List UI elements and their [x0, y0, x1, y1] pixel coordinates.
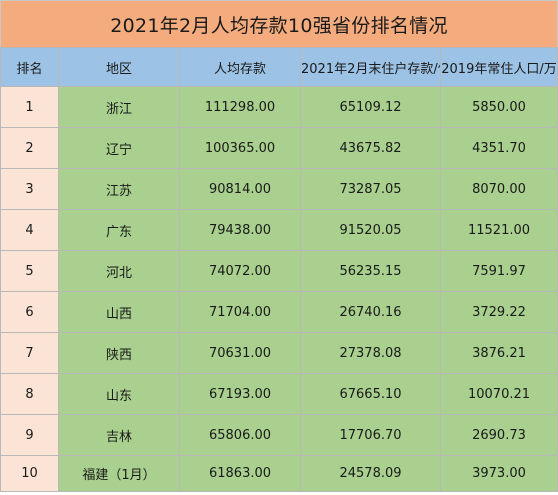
region-cell: 辽宁: [58, 127, 180, 169]
table-title: 2021年2月人均存款10强省份排名情况: [0, 0, 558, 47]
table-row: 7 陕西 70631.00 27378.08 3876.21: [0, 332, 558, 374]
per-capita-cell: 67193.00: [179, 373, 301, 415]
deposits-cell: 65109.12: [300, 86, 441, 128]
ranking-table: 排名 地区 人均存款 2021年2月末住户存款/亿元 2019年常住人口/万 1…: [0, 47, 558, 492]
population-cell: 5850.00: [440, 86, 558, 128]
population-cell: 10070.21: [440, 373, 558, 415]
table-row: 9 吉林 65806.00 17706.70 2690.73: [0, 414, 558, 456]
population-cell: 7591.97: [440, 250, 558, 292]
table-row: 1 浙江 111298.00 65109.12 5850.00: [0, 86, 558, 128]
rank-cell: 2: [0, 127, 59, 169]
deposits-cell: 91520.05: [300, 209, 441, 251]
population-cell: 3729.22: [440, 291, 558, 333]
region-cell: 陕西: [58, 332, 180, 374]
rank-cell: 9: [0, 414, 59, 456]
col-header-rank: 排名: [0, 47, 59, 87]
population-cell: 8070.00: [440, 168, 558, 210]
per-capita-cell: 74072.00: [179, 250, 301, 292]
deposits-cell: 27378.08: [300, 332, 441, 374]
region-cell: 浙江: [58, 86, 180, 128]
per-capita-cell: 65806.00: [179, 414, 301, 456]
region-cell: 江苏: [58, 168, 180, 210]
deposits-cell: 26740.16: [300, 291, 441, 333]
per-capita-cell: 61863.00: [179, 455, 301, 492]
deposits-cell: 24578.09: [300, 455, 441, 492]
per-capita-cell: 111298.00: [179, 86, 301, 128]
table-row: 3 江苏 90814.00 73287.05 8070.00: [0, 168, 558, 210]
header-row: 排名 地区 人均存款 2021年2月末住户存款/亿元 2019年常住人口/万: [0, 47, 558, 87]
region-cell: 广东: [58, 209, 180, 251]
population-cell: 11521.00: [440, 209, 558, 251]
per-capita-cell: 71704.00: [179, 291, 301, 333]
region-cell: 山西: [58, 291, 180, 333]
per-capita-cell: 79438.00: [179, 209, 301, 251]
table-row: 5 河北 74072.00 56235.15 7591.97: [0, 250, 558, 292]
deposits-cell: 56235.15: [300, 250, 441, 292]
table-row: 2 辽宁 100365.00 43675.82 4351.70: [0, 127, 558, 169]
deposits-cell: 67665.10: [300, 373, 441, 415]
deposits-cell: 17706.70: [300, 414, 441, 456]
rank-cell: 10: [0, 455, 59, 492]
deposits-cell: 73287.05: [300, 168, 441, 210]
region-cell: 福建（1月）: [58, 455, 180, 492]
per-capita-cell: 100365.00: [179, 127, 301, 169]
population-cell: 2690.73: [440, 414, 558, 456]
table-row: 8 山东 67193.00 67665.10 10070.21: [0, 373, 558, 415]
rank-cell: 3: [0, 168, 59, 210]
rank-cell: 4: [0, 209, 59, 251]
per-capita-cell: 90814.00: [179, 168, 301, 210]
rank-cell: 7: [0, 332, 59, 374]
col-header-population: 2019年常住人口/万: [440, 47, 558, 87]
col-header-per-capita: 人均存款: [179, 47, 301, 87]
rank-cell: 8: [0, 373, 59, 415]
table-row: 10 福建（1月） 61863.00 24578.09 3973.00: [0, 455, 558, 492]
col-header-region: 地区: [58, 47, 180, 87]
rank-cell: 6: [0, 291, 59, 333]
population-cell: 4351.70: [440, 127, 558, 169]
table-row: 6 山西 71704.00 26740.16 3729.22: [0, 291, 558, 333]
region-cell: 河北: [58, 250, 180, 292]
deposits-cell: 43675.82: [300, 127, 441, 169]
population-cell: 3973.00: [440, 455, 558, 492]
col-header-deposits: 2021年2月末住户存款/亿元: [300, 47, 441, 87]
rank-cell: 5: [0, 250, 59, 292]
table-row: 4 广东 79438.00 91520.05 11521.00: [0, 209, 558, 251]
per-capita-cell: 70631.00: [179, 332, 301, 374]
region-cell: 山东: [58, 373, 180, 415]
rank-cell: 1: [0, 86, 59, 128]
population-cell: 3876.21: [440, 332, 558, 374]
region-cell: 吉林: [58, 414, 180, 456]
